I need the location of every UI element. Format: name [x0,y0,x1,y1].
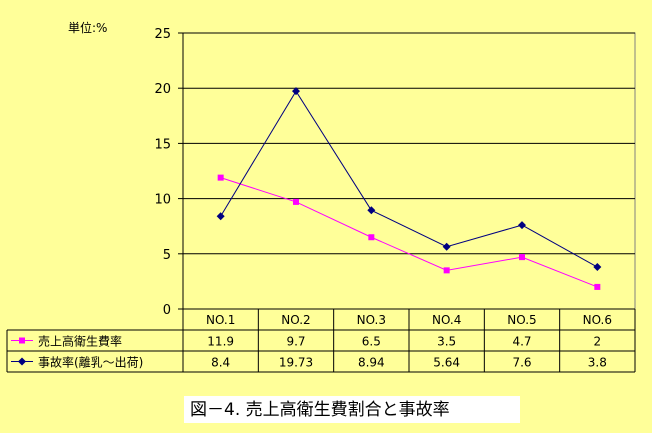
series-layer [216,87,602,290]
series-line [220,90,598,268]
data-point [519,254,525,261]
y-tick-label: 10 [154,193,171,208]
data-table-value: 11.9 [207,335,234,349]
category-label: NO.1 [206,313,235,327]
unit-label: 単位:% [68,20,107,35]
y-tick-label: 20 [154,82,171,97]
series-line [220,177,598,288]
data-point [367,206,376,215]
legend-key-marker [19,337,25,344]
data-point [292,87,300,96]
data-point [216,212,225,221]
category-label: NO.5 [507,313,536,327]
data-table-value: 4.7 [512,335,531,349]
y-tick-label: 15 [154,137,171,152]
data-table-value: 19.73 [279,356,313,370]
category-label: NO.3 [357,313,386,327]
legend-key-marker [18,357,26,366]
data-point [368,234,375,241]
plot-area [182,32,636,310]
category-label: NO.6 [583,313,612,327]
data-point [217,174,224,181]
data-table: NO.1 NO.2 NO.3 NO.4 NO.5 NO.6 売上高衛生費率 11.9 9.7 6.… [6,308,636,373]
legend-series-name: 事故率(離乳〜出荷) [38,355,143,370]
data-table-value: 6.5 [362,335,381,349]
data-table-value: 5.64 [433,356,460,370]
data-point [593,263,602,272]
data-table-value: 3.5 [437,335,456,349]
legend-series-name: 売上高衛生費率 [38,334,122,349]
data-table-value: 3.8 [588,356,607,370]
gridlines [183,32,635,255]
data-table-value: 7.6 [512,356,531,370]
y-tick-label: 0 [163,303,171,318]
data-point [442,242,451,251]
y-tick-label: 5 [163,248,171,263]
y-tick-label: 25 [154,27,171,42]
data-point [518,221,526,230]
caption-box [184,396,520,423]
y-axis: 0 5 10 15 20 25 [154,27,184,318]
data-point [594,283,601,290]
data-table-value: 8.4 [211,356,230,370]
category-label: NO.2 [281,313,310,327]
data-table-value: 9.7 [286,335,305,349]
category-label: NO.4 [432,313,461,327]
data-point [293,198,299,205]
data-table-value: 8.94 [358,356,385,370]
data-point [443,267,450,274]
data-table-value: 2 [594,335,602,349]
figure-caption: 図－4. 売上高衛生費割合と事故率 [190,400,450,420]
